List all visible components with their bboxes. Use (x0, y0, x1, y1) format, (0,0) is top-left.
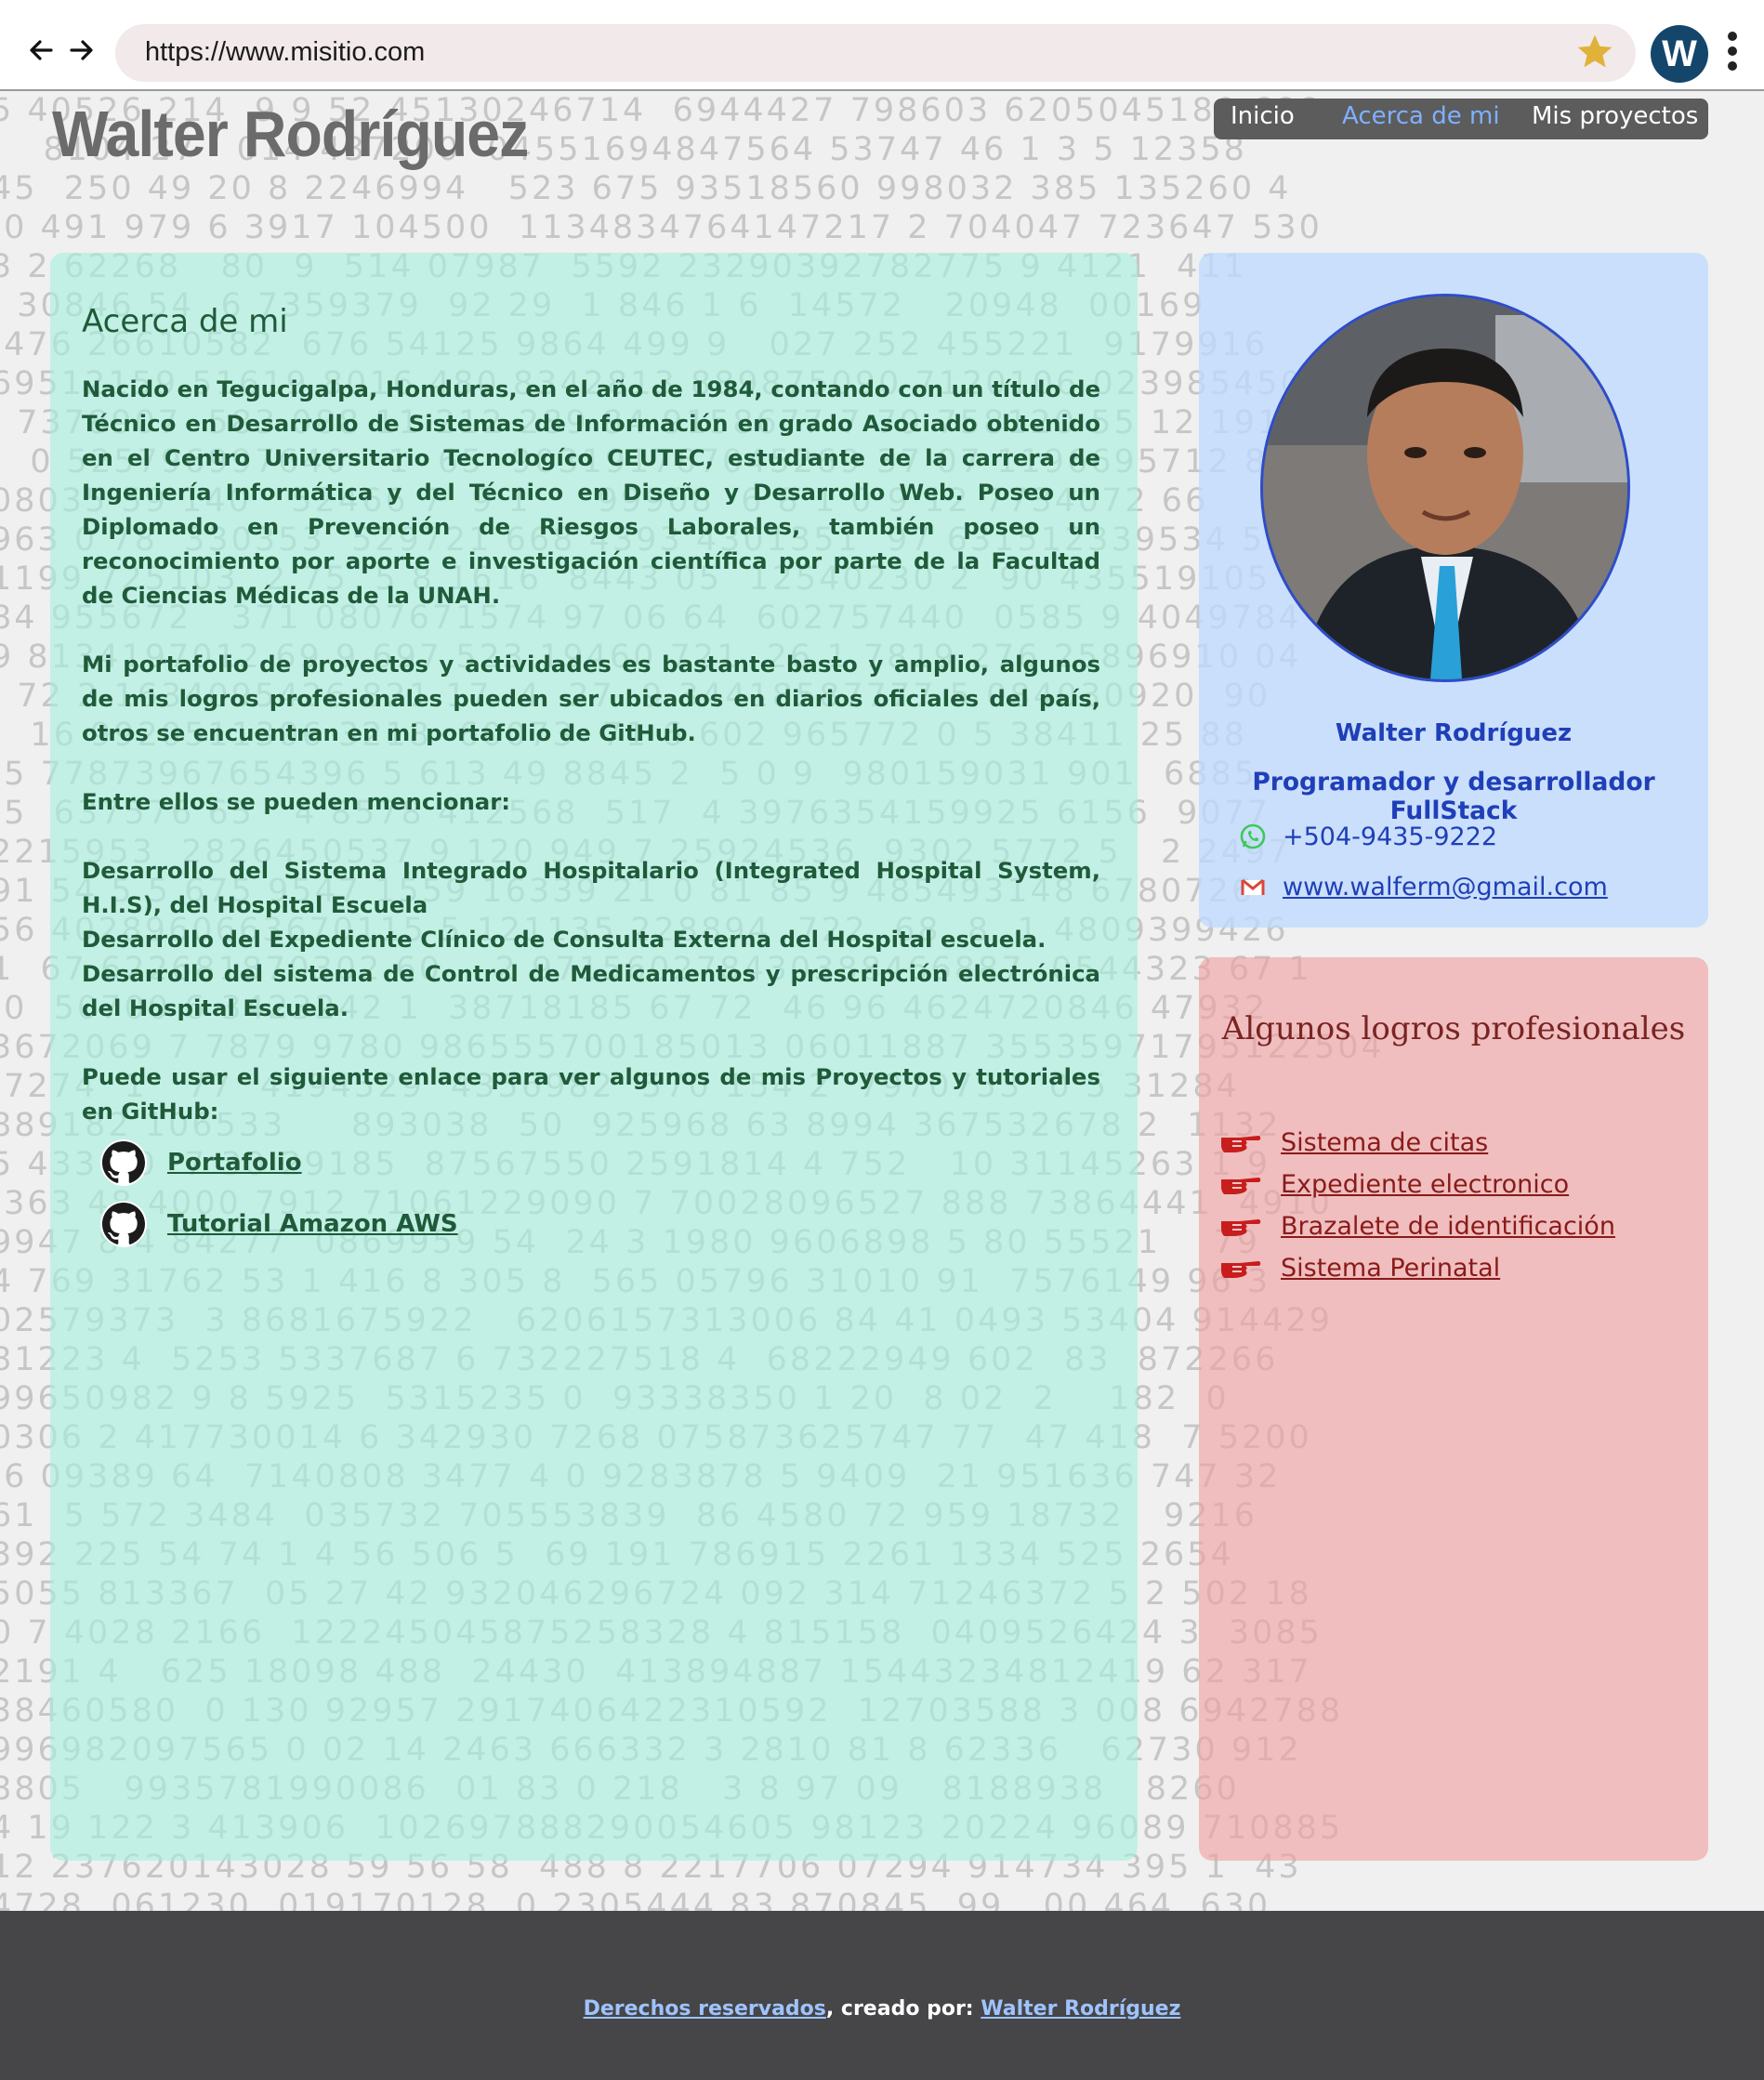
project-item: Desarrollo del Sistema Integrado Hospita… (82, 857, 1100, 918)
back-button[interactable] (22, 32, 59, 69)
project-item: Desarrollo del Expediente Clínico de Con… (82, 926, 1047, 953)
projects-list: Desarrollo del Sistema Integrado Hospita… (82, 853, 1100, 1025)
forward-button[interactable] (63, 32, 100, 69)
site-title: Walter Rodríguez (52, 98, 529, 170)
pointing-hand-icon (1221, 1218, 1261, 1236)
github-icon (100, 1139, 147, 1186)
achievement-item[interactable]: Sistema de citas (1219, 1128, 1488, 1157)
page-viewport: 5 40526 214 9 9 52 45130246714 6944427 7… (0, 91, 1764, 1911)
github-icon (100, 1201, 147, 1247)
author-link[interactable]: Walter Rodríguez (981, 1997, 1181, 2021)
nav-item-inicio[interactable]: Inicio (1231, 102, 1295, 130)
achievement-item[interactable]: Brazalete de identificación (1219, 1212, 1615, 1241)
phone-contact: +504-9435-9222 (1238, 822, 1497, 851)
menu-kebab-icon[interactable] (1723, 32, 1742, 78)
top-navigation: Inicio Acerca de mi Mis proyectos (1214, 99, 1708, 139)
nav-item-proyectos[interactable]: Mis proyectos (1532, 102, 1699, 130)
gmail-icon (1241, 878, 1265, 895)
portafolio-link[interactable]: Portafolio (82, 1136, 1100, 1190)
achievement-label[interactable]: Sistema de citas (1281, 1128, 1489, 1157)
about-paragraph-2: Mi portafolio de proyectos y actividades… (82, 651, 1100, 746)
achievements-panel: Algunos logros profesionales Sistema de … (1199, 957, 1708, 1861)
tutorial-aws-link-label[interactable]: Tutorial Amazon AWS (167, 1210, 458, 1238)
achievement-label[interactable]: Brazalete de identificación (1281, 1212, 1615, 1241)
tutorial-aws-link[interactable]: Tutorial Amazon AWS (82, 1197, 1100, 1251)
bookmark-star-icon[interactable] (1574, 32, 1615, 72)
arrow-right-icon (70, 40, 93, 60)
about-paragraph-1: Nacido en Tegucigalpa, Honduras, en el a… (82, 375, 1100, 609)
nav-item-acerca[interactable]: Acerca de mi (1342, 102, 1500, 130)
profile-avatar[interactable]: W (1651, 25, 1708, 83)
achievement-label[interactable]: Expediente electronico (1281, 1170, 1570, 1199)
profile-panel: Walter Rodríguez Programador y desarroll… (1199, 253, 1708, 928)
created-by-text: , creado por: (825, 1997, 981, 2021)
arrow-left-icon (30, 40, 53, 60)
achievement-item[interactable]: Sistema Perinatal (1219, 1254, 1500, 1283)
email-link[interactable]: www.walferm@gmail.com (1283, 872, 1608, 902)
phone-number: +504-9435-9222 (1283, 822, 1498, 851)
portafolio-link-label[interactable]: Portafolio (167, 1149, 302, 1177)
url-text[interactable]: https://www.misitio.com (145, 37, 426, 67)
about-paragraph-3: Entre ellos se pueden mencionar: (82, 788, 511, 815)
footer: Derechos reservados, creado por: Walter … (0, 1911, 1764, 2080)
achievements-title: Algunos logros profesionales (1221, 1010, 1686, 1047)
rights-link[interactable]: Derechos reservados (583, 1997, 826, 2021)
about-heading: Acerca de mi (82, 303, 288, 340)
email-contact[interactable]: www.walferm@gmail.com (1238, 872, 1608, 902)
pointing-hand-icon (1221, 1135, 1261, 1152)
footer-text: Derechos reservados, creado por: Walter … (0, 1997, 1764, 2021)
profile-role: Programador y desarrollador FullStack (1252, 768, 1655, 825)
achievement-label[interactable]: Sistema Perinatal (1281, 1254, 1501, 1283)
project-item: Desarrollo del sistema de Control de Med… (82, 960, 1100, 1021)
whatsapp-icon (1240, 823, 1266, 849)
profile-name: Walter Rodríguez (1335, 719, 1573, 747)
about-paragraph-4: Puede usar el siguiente enlace para ver … (82, 1063, 1100, 1125)
profile-photo (1260, 294, 1630, 682)
pointing-hand-icon (1221, 1177, 1261, 1194)
pointing-hand-icon (1221, 1260, 1261, 1278)
about-panel: Acerca de mi Nacido en Tegucigalpa, Hond… (50, 253, 1138, 1861)
achievement-item[interactable]: Expediente electronico (1219, 1170, 1569, 1199)
address-bar[interactable]: https://www.misitio.com (115, 24, 1636, 82)
browser-toolbar: https://www.misitio.com W (0, 0, 1764, 91)
